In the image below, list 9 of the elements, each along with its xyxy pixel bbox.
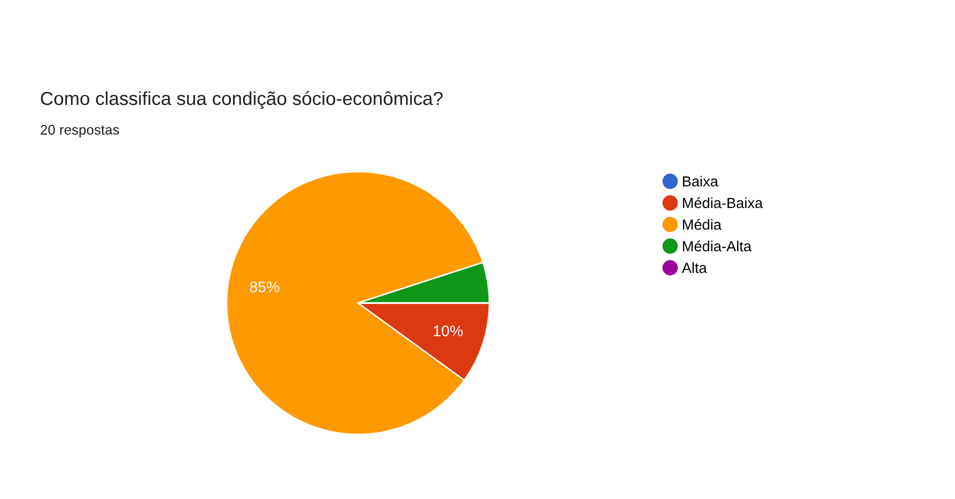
- legend-label: Média: [682, 218, 722, 230]
- legend-label: Média-Alta: [682, 240, 752, 252]
- legend-label: Alta: [682, 262, 707, 274]
- text: 20 respostas: [40, 124, 120, 138]
- data-label: 10%: [434, 326, 463, 336]
- chart-title: Como classifica sua condição sócio-econômica?: [40, 91, 443, 109]
- data-label: 85%: [250, 281, 280, 292]
- legend-label: Baixa: [682, 176, 718, 187]
- legend-label: Média-Baixa: [682, 197, 763, 208]
